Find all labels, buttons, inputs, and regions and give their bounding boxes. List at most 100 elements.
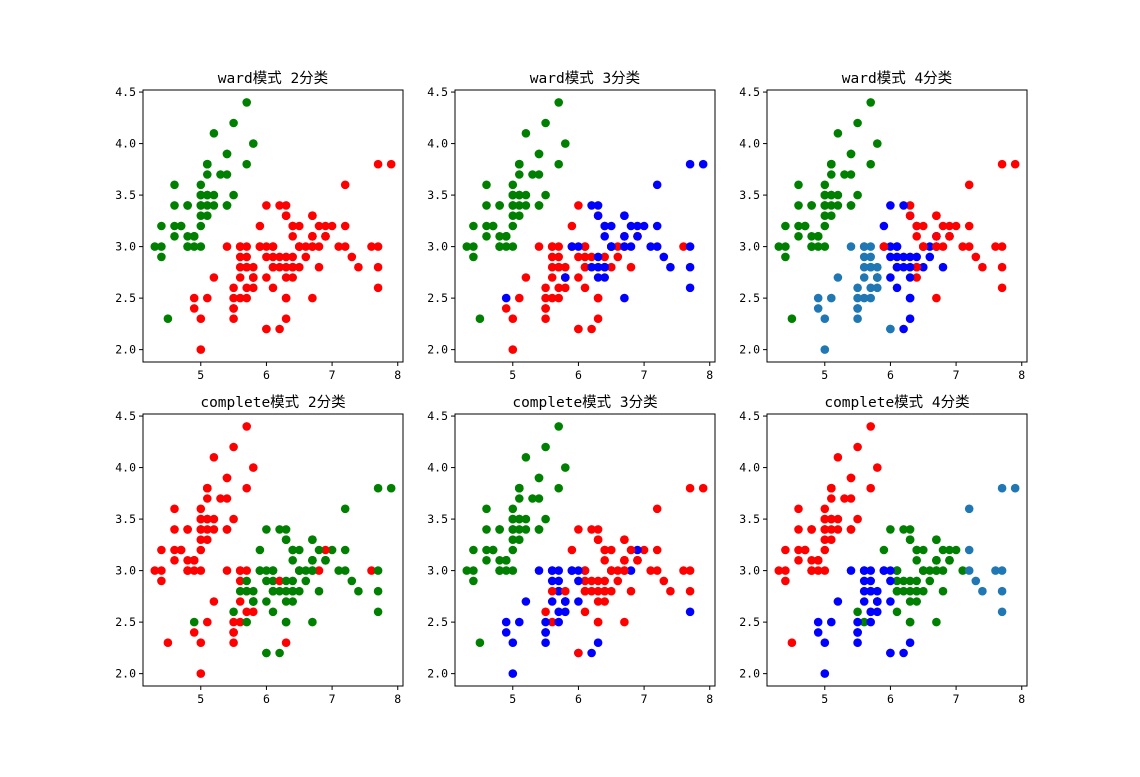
data-point xyxy=(521,129,531,138)
data-point xyxy=(866,576,875,586)
data-point xyxy=(541,314,550,324)
data-point xyxy=(613,566,623,575)
data-point xyxy=(515,535,524,544)
data-point xyxy=(189,232,199,241)
data-point xyxy=(859,576,869,586)
x-tick-label: 8 xyxy=(1018,692,1025,706)
data-point xyxy=(229,190,238,200)
data-point xyxy=(235,597,245,606)
data-point xyxy=(912,576,921,586)
data-point xyxy=(886,242,895,251)
data-point xyxy=(873,262,882,272)
data-point xyxy=(820,314,830,324)
data-point xyxy=(229,293,238,303)
data-point xyxy=(482,556,491,565)
data-point xyxy=(652,242,662,251)
data-point xyxy=(561,262,570,272)
data-point xyxy=(964,221,974,231)
data-point xyxy=(275,201,284,210)
data-point xyxy=(268,242,278,251)
data-point xyxy=(321,232,330,241)
data-point xyxy=(203,170,212,179)
data-point xyxy=(905,262,915,272)
data-point xyxy=(853,304,862,313)
data-point xyxy=(541,283,550,293)
y-tick-label: 3.5 xyxy=(115,188,136,202)
data-point xyxy=(997,586,1007,596)
data-point xyxy=(593,314,603,324)
y-tick-label: 3.0 xyxy=(115,240,136,254)
subplot-title: ward模式 2分类 xyxy=(218,70,328,87)
data-point xyxy=(659,252,669,262)
data-point xyxy=(593,638,603,647)
axes-frame xyxy=(766,413,1028,687)
data-point xyxy=(482,232,491,241)
data-point xyxy=(501,293,511,303)
data-point xyxy=(249,283,258,293)
data-point xyxy=(262,525,271,534)
data-point xyxy=(541,442,550,452)
data-point xyxy=(373,159,383,169)
data-point xyxy=(781,545,790,555)
data-point xyxy=(462,566,472,575)
data-point xyxy=(932,211,941,220)
data-point xyxy=(853,628,862,637)
data-point xyxy=(886,525,895,534)
data-point xyxy=(574,273,583,282)
data-point xyxy=(314,566,324,575)
data-point xyxy=(971,576,981,586)
data-point xyxy=(235,273,245,282)
data-point xyxy=(295,242,304,251)
data-point xyxy=(685,283,695,293)
y-tick-label: 2.0 xyxy=(115,343,136,357)
data-point xyxy=(574,566,583,575)
data-point xyxy=(866,586,875,596)
data-point xyxy=(528,494,537,503)
x-tick-label: 8 xyxy=(394,692,401,706)
data-point xyxy=(170,545,179,555)
data-point xyxy=(242,252,251,262)
data-point xyxy=(912,221,921,231)
data-point xyxy=(866,617,875,627)
data-point xyxy=(593,525,603,534)
data-point xyxy=(295,545,304,555)
data-point xyxy=(222,494,232,503)
data-point xyxy=(268,566,278,575)
data-point xyxy=(899,262,908,272)
data-point xyxy=(327,221,337,231)
data-point xyxy=(620,211,629,220)
data-point xyxy=(600,545,609,555)
data-point xyxy=(964,566,974,575)
data-point xyxy=(932,232,941,241)
data-point xyxy=(482,504,491,514)
data-point xyxy=(919,566,928,575)
data-point xyxy=(488,545,498,555)
data-point xyxy=(866,422,875,431)
data-point xyxy=(905,293,915,303)
data-point xyxy=(932,242,941,251)
data-point xyxy=(495,525,504,534)
data-point xyxy=(275,324,284,334)
data-point xyxy=(196,566,206,575)
y-tick-label: 4.0 xyxy=(115,461,136,475)
data-point xyxy=(698,159,708,169)
x-tick-label: 7 xyxy=(953,368,960,382)
data-point xyxy=(827,535,836,544)
data-point xyxy=(541,617,550,627)
data-point xyxy=(859,597,869,606)
data-point xyxy=(314,262,324,272)
data-point xyxy=(580,262,590,272)
data-point xyxy=(807,525,816,534)
y-tick-label: 3.5 xyxy=(427,512,448,526)
data-point xyxy=(853,638,862,647)
data-point xyxy=(170,201,179,210)
data-point xyxy=(800,545,810,555)
subplot-1: ward模式 2分类 5 6 7 8 2.0 2.5 3.0 3.5 4.0 4.5 xyxy=(115,70,404,382)
data-point xyxy=(501,556,511,565)
data-point xyxy=(905,576,915,586)
data-point xyxy=(580,283,590,293)
data-point xyxy=(905,273,915,282)
data-point xyxy=(281,597,291,606)
data-point xyxy=(820,211,830,220)
data-point xyxy=(873,283,882,293)
